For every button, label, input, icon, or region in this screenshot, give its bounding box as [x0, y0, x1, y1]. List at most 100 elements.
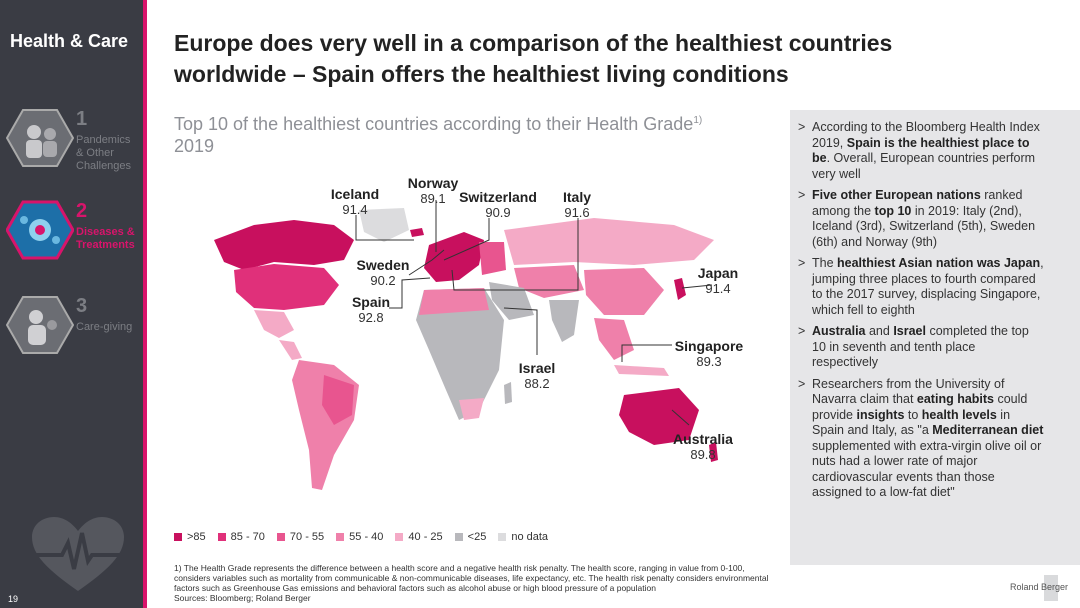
callout-value: 89.8 — [690, 447, 716, 462]
callout-name: Spain — [351, 294, 391, 310]
section-label: Care-giving — [76, 321, 133, 333]
virus-image-icon — [6, 200, 74, 260]
callout-name: Australia — [673, 431, 733, 447]
callout-japan: Japan 91.4 — [690, 265, 746, 297]
footnote: 1) The Health Grade represents the diffe… — [174, 563, 774, 603]
roland-berger-logo-mark — [1044, 575, 1058, 601]
section-label: Diseases & Treatments — [76, 226, 135, 251]
map-legend: >85 85 - 70 70 - 55 55 - 40 40 - 25 <25 … — [174, 531, 548, 543]
map-mexico — [254, 310, 294, 338]
map-middle-east — [489, 282, 534, 320]
map-europe — [424, 232, 484, 282]
callout-switzerland: Switzerland 90.9 — [458, 189, 538, 221]
legend-swatch — [217, 533, 226, 541]
sources-text: Sources: Bloomberg; Roland Berger — [174, 593, 311, 603]
callout-value: 88.2 — [524, 376, 550, 391]
map-iceland — [410, 228, 424, 237]
legend-label: no data — [511, 531, 549, 543]
sidebar-title: Health & Care — [10, 31, 129, 51]
sidebar: Health & Care 1 Pandemics & Other Challe… — [0, 0, 143, 608]
map-indonesia — [614, 365, 669, 376]
callout-value: 89.1 — [420, 191, 446, 206]
legend-swatch — [498, 533, 507, 541]
section-number: 2 — [76, 200, 88, 222]
callout-sweden: Sweden 90.2 — [354, 257, 412, 289]
sweden-line — [408, 249, 445, 276]
callout-value: 91.4 — [342, 202, 368, 217]
heartbeat-icon — [32, 517, 124, 591]
callout-lines — [355, 200, 713, 426]
insight-item: The healthiest Asian nation was Japan, j… — [796, 256, 1044, 318]
map-canada — [214, 220, 354, 270]
sidebar-accent-bar — [143, 0, 147, 608]
callout-value: 92.8 — [358, 310, 384, 325]
page-number: 19 — [8, 594, 19, 604]
map-brazil — [322, 375, 354, 425]
japan-line — [681, 284, 713, 289]
callout-value: 90.2 — [370, 273, 396, 288]
callout-iceland: Iceland 91.4 — [327, 186, 383, 218]
insight-item: According to the Bloomberg Health Index … — [796, 120, 1044, 182]
chart-subtitle: Top 10 of the healthiest countries accor… — [174, 110, 774, 157]
map-north-africa — [419, 288, 489, 315]
switzerland-line — [443, 218, 490, 261]
legend-item: >85 — [174, 531, 206, 543]
section-diseases[interactable]: 2 Diseases & Treatments — [6, 200, 141, 290]
legend-swatch — [276, 533, 285, 541]
footnote-text: 1) The Health Grade represents the diffe… — [174, 563, 769, 593]
map-central-america — [279, 340, 302, 360]
map-eastern-europe — [479, 242, 506, 275]
callout-singapore: Singapore 89.3 — [672, 338, 746, 370]
insight-item: Researchers from the University of Navar… — [796, 377, 1044, 501]
section-number: 1 — [76, 108, 88, 130]
map-russia — [504, 218, 714, 265]
callout-australia: Australia 89.8 — [670, 431, 736, 463]
callout-name: Norway — [407, 175, 459, 191]
map-greenland — [359, 208, 409, 242]
callout-israel: Israel 88.2 — [514, 360, 560, 392]
callout-spain: Spain 92.8 — [346, 294, 396, 326]
map-southeast-asia — [594, 318, 634, 360]
israel-line — [503, 307, 538, 355]
callout-name: Singapore — [674, 338, 744, 354]
legend-item: 40 - 25 — [395, 531, 443, 543]
caregiving-image-icon — [6, 296, 74, 354]
subtitle-text: Top 10 of the healthiest countries accor… — [174, 114, 694, 134]
spain-line — [389, 277, 431, 309]
section-caregiving[interactable]: 3 Care-giving — [6, 295, 141, 385]
italy-line — [451, 218, 579, 291]
iceland-line — [355, 215, 414, 241]
callout-name: Switzerland — [459, 189, 537, 205]
legend-swatch — [454, 533, 463, 541]
legend-label: >85 — [187, 531, 206, 543]
page-title: Europe does very well in a comparison of… — [174, 30, 893, 87]
map-africa — [416, 288, 504, 420]
insights-list: According to the Bloomberg Health Index … — [796, 120, 1044, 507]
callout-name: Japan — [697, 265, 739, 281]
callout-value: 91.6 — [564, 205, 590, 220]
map-usa — [234, 264, 339, 310]
section-number: 3 — [76, 295, 88, 317]
map-new-zealand — [709, 442, 718, 462]
legend-swatch — [395, 533, 404, 541]
world-map — [214, 200, 718, 490]
legend-item: 70 - 55 — [276, 531, 325, 543]
australia-line — [671, 409, 690, 426]
legend-item: 55 - 40 — [336, 531, 383, 543]
callout-value: 91.4 — [705, 281, 731, 296]
subtitle-footnote-mark: 1) — [693, 115, 703, 126]
subtitle-year: 2019 — [174, 136, 215, 156]
callout-value: 90.9 — [485, 205, 511, 220]
insight-item: Five other European nations ranked among… — [796, 188, 1044, 250]
legend-label: 40 - 25 — [408, 531, 443, 543]
legend-label: 85 - 70 — [230, 531, 265, 543]
legend-label: 70 - 55 — [289, 531, 325, 543]
legend-label: <25 — [467, 531, 487, 543]
map-china — [584, 268, 664, 315]
section-pandemics[interactable]: 1 Pandemics & Other Challenges — [6, 108, 141, 198]
map-india — [549, 300, 579, 342]
section-label: Pandemics & Other Challenges — [76, 134, 132, 172]
legend-item: no data — [498, 531, 548, 543]
map-madagascar — [504, 382, 512, 404]
callout-name: Italy — [562, 189, 591, 205]
